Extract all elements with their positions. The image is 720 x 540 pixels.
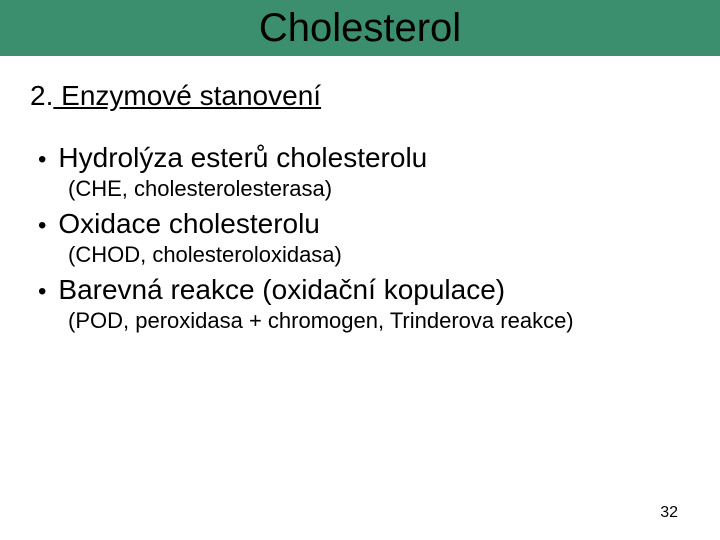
list-item: • Oxidace cholesterolu (CHOD, cholestero… [38, 208, 720, 268]
item-main-row: • Hydrolýza esterů cholesterolu [38, 142, 720, 174]
bullet-icon: • [38, 212, 46, 240]
subtitle-prefix: 2. [30, 80, 53, 111]
list-item: • Barevná reakce (oxidační kopulace) (PO… [38, 274, 720, 334]
item-sub-text: (CHE, cholesterolesterasa) [68, 176, 720, 202]
section-subtitle: 2. Enzymové stanovení [30, 80, 720, 112]
item-main-row: • Barevná reakce (oxidační kopulace) [38, 274, 720, 306]
item-sub-text: (POD, peroxidasa + chromogen, Trinderova… [68, 308, 720, 334]
page-number: 32 [660, 504, 678, 522]
item-main-text: Hydrolýza esterů cholesterolu [58, 142, 427, 174]
bullet-icon: • [38, 146, 46, 174]
bullet-icon: • [38, 278, 46, 306]
page-title: Cholesterol [259, 6, 461, 51]
content-list: • Hydrolýza esterů cholesterolu (CHE, ch… [38, 142, 720, 334]
item-main-text: Oxidace cholesterolu [58, 208, 319, 240]
item-main-text: Barevná reakce (oxidační kopulace) [58, 274, 505, 306]
list-item: • Hydrolýza esterů cholesterolu (CHE, ch… [38, 142, 720, 202]
title-bar: Cholesterol [0, 0, 720, 56]
item-main-row: • Oxidace cholesterolu [38, 208, 720, 240]
item-sub-text: (CHOD, cholesteroloxidasa) [68, 242, 720, 268]
subtitle-text: Enzymové stanovení [53, 80, 321, 111]
